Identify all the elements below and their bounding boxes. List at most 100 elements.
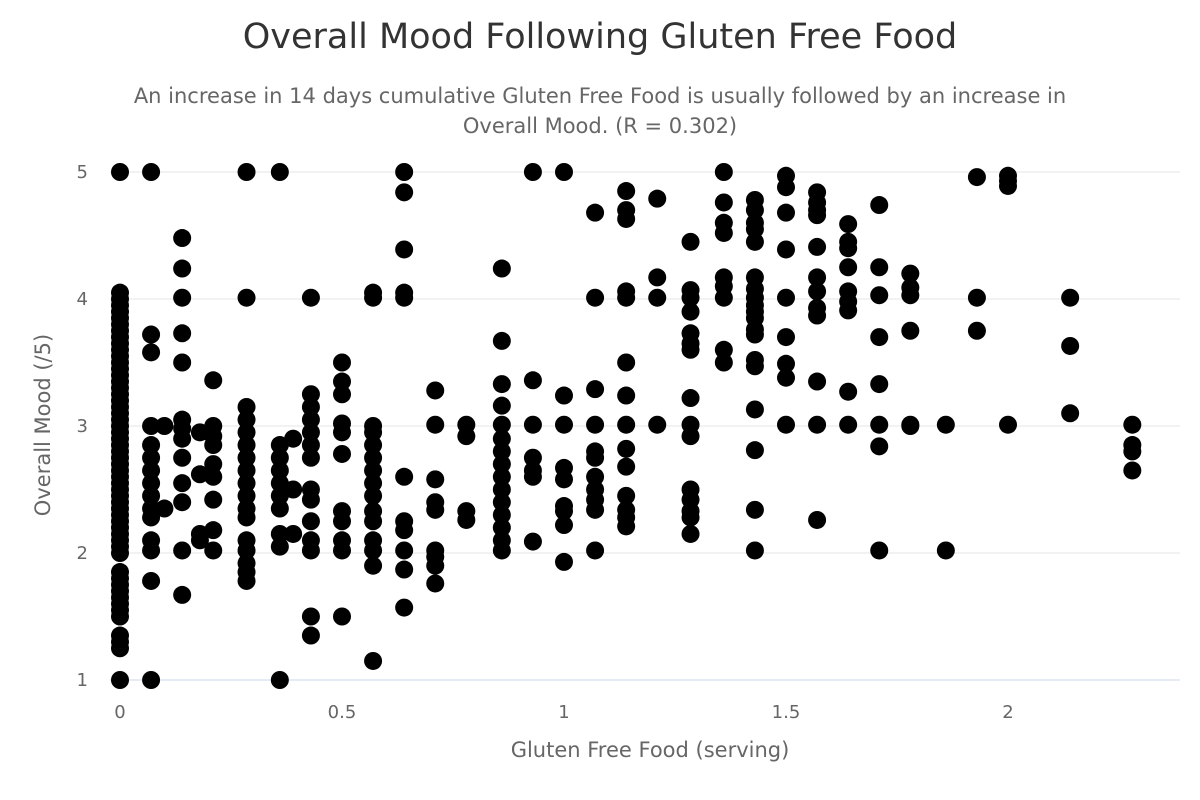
data-point bbox=[967, 168, 986, 187]
data-point bbox=[523, 532, 542, 551]
data-point bbox=[492, 518, 511, 537]
data-point bbox=[142, 163, 161, 181]
data-point bbox=[173, 324, 192, 343]
data-point bbox=[364, 461, 383, 480]
data-point bbox=[714, 163, 733, 181]
data-point bbox=[270, 448, 289, 467]
data-point bbox=[142, 474, 161, 493]
data-point bbox=[870, 415, 889, 434]
data-point bbox=[301, 607, 320, 626]
data-point bbox=[395, 521, 414, 540]
y-tick-label: 5 bbox=[77, 162, 88, 183]
data-point bbox=[364, 474, 383, 493]
data-point bbox=[395, 560, 414, 579]
data-point bbox=[395, 183, 414, 202]
data-point bbox=[870, 328, 889, 347]
y-tick-label: 2 bbox=[77, 543, 88, 564]
data-point bbox=[492, 396, 511, 415]
data-point bbox=[301, 385, 320, 404]
data-point bbox=[270, 537, 289, 556]
data-point bbox=[364, 541, 383, 560]
data-point bbox=[395, 288, 414, 307]
data-point bbox=[426, 381, 445, 400]
data-point bbox=[745, 500, 764, 519]
data-point bbox=[617, 517, 636, 536]
data-point bbox=[204, 467, 223, 486]
data-point bbox=[901, 264, 920, 283]
data-point bbox=[364, 423, 383, 442]
data-point bbox=[714, 353, 733, 372]
data-point bbox=[333, 541, 351, 560]
data-point bbox=[492, 442, 511, 461]
data-point bbox=[777, 203, 795, 222]
data-point bbox=[173, 259, 192, 278]
data-point bbox=[173, 541, 192, 560]
y-tick-label: 3 bbox=[77, 416, 88, 437]
data-point bbox=[745, 441, 764, 460]
data-point bbox=[555, 386, 573, 405]
data-point bbox=[111, 607, 129, 626]
data-point bbox=[492, 493, 511, 512]
data-point bbox=[457, 427, 476, 446]
data-point bbox=[204, 541, 223, 560]
data-point bbox=[270, 461, 289, 480]
chart-subtitle-line-2: Overall Mood. (R = 0.302) bbox=[463, 114, 737, 138]
data-point bbox=[617, 353, 636, 372]
data-point bbox=[301, 490, 320, 509]
data-point bbox=[284, 480, 303, 499]
data-point bbox=[237, 410, 256, 429]
data-point bbox=[617, 209, 636, 228]
data-point bbox=[777, 354, 795, 373]
data-point bbox=[142, 508, 161, 527]
data-point bbox=[808, 237, 827, 256]
data-point bbox=[839, 301, 858, 320]
data-point bbox=[173, 493, 192, 512]
data-point bbox=[808, 372, 827, 391]
data-point bbox=[333, 385, 351, 404]
data-point bbox=[333, 512, 351, 531]
x-tick-label: 1.5 bbox=[772, 702, 801, 723]
data-point bbox=[714, 223, 733, 242]
data-point bbox=[1061, 288, 1080, 307]
data-point bbox=[777, 415, 795, 434]
data-point bbox=[555, 415, 573, 434]
data-point bbox=[364, 486, 383, 505]
data-point bbox=[745, 220, 764, 239]
data-point bbox=[284, 429, 303, 448]
data-point bbox=[745, 232, 764, 251]
data-point bbox=[426, 556, 445, 575]
data-point bbox=[155, 417, 174, 435]
data-point bbox=[204, 490, 223, 509]
data-point bbox=[555, 502, 573, 521]
data-point bbox=[555, 552, 573, 571]
data-point bbox=[901, 417, 920, 435]
data-point bbox=[681, 524, 700, 543]
data-point bbox=[111, 671, 129, 689]
data-point bbox=[808, 282, 827, 301]
data-point bbox=[173, 353, 192, 372]
data-point bbox=[586, 380, 605, 399]
data-point bbox=[586, 288, 605, 307]
data-point bbox=[936, 415, 955, 434]
data-point bbox=[617, 486, 636, 505]
data-point bbox=[967, 321, 986, 340]
data-point bbox=[777, 288, 795, 307]
gridlines bbox=[110, 171, 1180, 554]
data-point bbox=[1123, 461, 1142, 480]
data-point bbox=[364, 436, 383, 455]
data-point bbox=[681, 288, 700, 307]
data-point bbox=[523, 448, 542, 467]
data-point bbox=[648, 288, 667, 307]
data-point bbox=[745, 325, 764, 344]
data-point bbox=[523, 371, 542, 390]
data-point bbox=[714, 288, 733, 307]
data-point bbox=[301, 397, 320, 416]
data-point bbox=[586, 467, 605, 486]
data-point bbox=[237, 436, 256, 455]
data-point bbox=[301, 436, 320, 455]
x-tick-label: 0.5 bbox=[328, 702, 357, 723]
data-point bbox=[681, 508, 700, 527]
data-point bbox=[870, 258, 889, 277]
data-point bbox=[301, 423, 320, 442]
data-point bbox=[173, 288, 192, 307]
